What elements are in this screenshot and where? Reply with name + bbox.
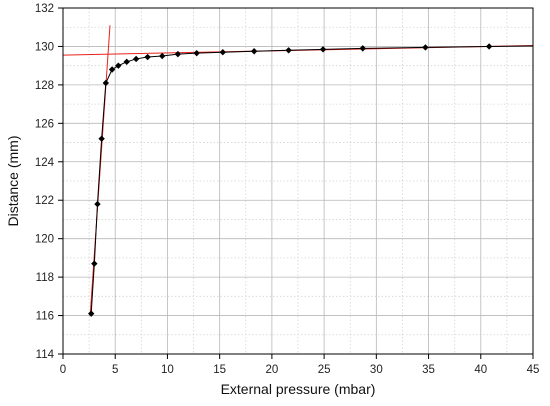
data-point <box>250 48 258 55</box>
x-tick-label: 30 <box>370 364 383 376</box>
data-point <box>359 45 366 52</box>
data-point <box>193 49 200 57</box>
data-point <box>123 58 130 66</box>
data-series <box>88 43 534 317</box>
y-tick-label: 126 <box>35 118 54 130</box>
data-point <box>108 66 116 73</box>
y-tick-label: 130 <box>35 41 54 53</box>
data-point <box>144 53 151 61</box>
data-point <box>219 49 226 56</box>
y-axis-title: Distance (mm) <box>5 135 21 226</box>
minor-grid <box>63 8 533 354</box>
data-point <box>132 55 140 63</box>
x-tick-label: 20 <box>265 364 278 376</box>
data-point <box>94 200 101 208</box>
data-point <box>285 47 292 54</box>
data-point <box>485 43 493 50</box>
y-tick-label: 116 <box>36 311 54 323</box>
y-axis-ticks: 114 116 118 120 122 124 126 128 130 132 <box>35 3 63 361</box>
data-point <box>422 44 429 51</box>
x-tick-label: 5 <box>112 364 118 376</box>
x-tick-label: 35 <box>422 364 435 376</box>
plot-frame <box>62 7 534 355</box>
data-point <box>159 52 166 60</box>
y-tick-label: 120 <box>35 234 54 246</box>
x-tick-label: 0 <box>60 364 66 376</box>
x-tick-label: 45 <box>527 364 540 376</box>
data-point <box>88 310 95 317</box>
x-axis-ticks: 0 5 10 15 20 25 30 35 40 45 <box>60 354 540 376</box>
x-tick-label: 40 <box>474 364 487 376</box>
x-tick-label: 10 <box>161 364 174 376</box>
data-point <box>102 79 110 87</box>
data-point <box>98 135 105 142</box>
y-tick-label: 122 <box>35 195 54 207</box>
series-line <box>90 45 490 314</box>
data-point <box>91 260 98 267</box>
data-point <box>174 50 182 58</box>
y-tick-label: 114 <box>36 349 55 361</box>
data-point <box>319 46 327 53</box>
y-tick-label: 132 <box>35 3 54 15</box>
x-tick-label: 15 <box>213 364 226 376</box>
x-tick-label: 25 <box>318 364 331 376</box>
x-axis-title: External pressure (mbar) <box>221 381 376 397</box>
y-tick-label: 124 <box>35 157 55 169</box>
y-tick-label: 118 <box>36 272 54 284</box>
y-tick-label: 128 <box>35 80 54 92</box>
data-point <box>115 62 122 69</box>
